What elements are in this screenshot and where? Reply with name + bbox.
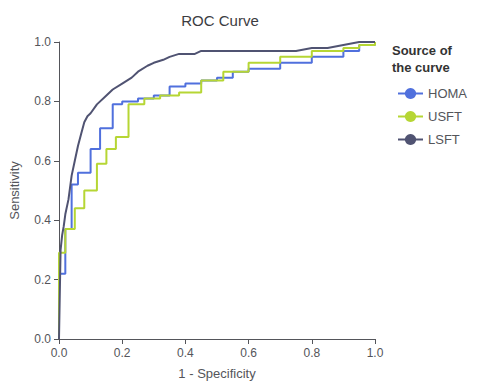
svg-text:1.0: 1.0 (367, 346, 384, 360)
svg-text:0.0: 0.0 (34, 332, 51, 346)
svg-text:ROC Curve: ROC Curve (181, 12, 259, 29)
svg-text:the curve: the curve (392, 60, 450, 75)
svg-text:0.4: 0.4 (177, 346, 194, 360)
svg-text:0.2: 0.2 (34, 273, 51, 287)
svg-text:0.0: 0.0 (51, 346, 68, 360)
svg-text:1 - Specificity: 1 - Specificity (178, 366, 256, 381)
svg-text:USFT: USFT (428, 109, 462, 124)
svg-text:0.4: 0.4 (34, 213, 51, 227)
svg-text:0.8: 0.8 (303, 346, 320, 360)
svg-text:HOMA: HOMA (428, 86, 467, 101)
svg-text:Sensitivity: Sensitivity (7, 161, 22, 220)
svg-text:Source of: Source of (392, 43, 453, 58)
svg-text:LSFT: LSFT (428, 132, 460, 147)
svg-text:1.0: 1.0 (34, 35, 51, 49)
svg-text:0.6: 0.6 (34, 154, 51, 168)
svg-text:0.2: 0.2 (114, 346, 131, 360)
svg-text:0.8: 0.8 (34, 94, 51, 108)
svg-text:0.6: 0.6 (240, 346, 257, 360)
